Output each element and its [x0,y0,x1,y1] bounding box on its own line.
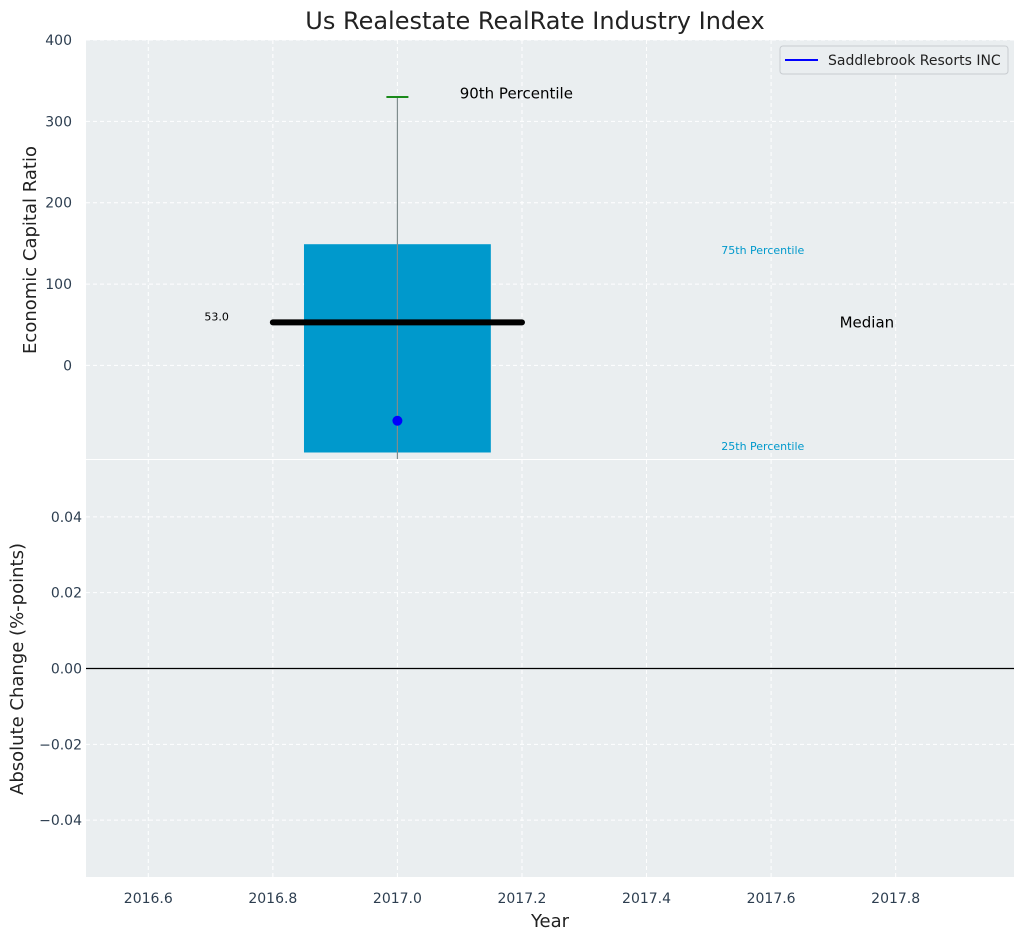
company-point [392,415,403,426]
x-ticks: 2016.6 2016.8 2017.0 2017.2 2017.4 2017.6 2017… [124,891,920,907]
p90-annotation: 90th Percentile [460,85,573,103]
top-y-tick-label: 300 [45,114,72,130]
bottom-y-axis-label: Absolute Change (%-points) [7,543,28,795]
bottom-y-tick-label: 0.04 [51,510,82,526]
top-y-axis-label: Economic Capital Ratio [20,146,41,354]
x-tick-label: 2017.6 [747,891,796,907]
bottom-y-tick-label: 0.02 [51,586,82,602]
p25-annotation: 25th Percentile [721,440,804,453]
x-tick-label: 2016.6 [124,891,173,907]
bottom-y-ticks: −0.04 −0.02 0.00 0.02 0.04 [39,510,82,829]
x-tick-label: 2017.4 [622,891,671,907]
legend-box [779,45,1009,75]
x-tick-label: 2017.0 [373,891,422,907]
bottom-y-tick-label: 0.00 [51,662,82,678]
top-y-tick-label: 200 [45,196,72,212]
legend: Saddlebrook Resorts INC [779,45,1009,75]
top-y-tick-label: 0 [63,358,72,374]
chart-title: Us Realestate RealRate Industry Index [305,7,764,35]
top-grid [86,39,1014,459]
bottom-y-tick-label: −0.04 [39,813,82,829]
bottom-y-tick-label: −0.02 [39,737,82,753]
x-tick-label: 2017.8 [871,891,920,907]
median-annotation: Median [840,313,895,331]
legend-entry: Saddlebrook Resorts INC [828,53,1001,69]
top-y-tick-label: 400 [45,33,72,49]
top-plot-area [86,40,1014,459]
x-axis-label: Year [530,911,570,932]
p75-annotation: 75th Percentile [721,244,804,257]
x-tick-label: 2016.8 [248,891,297,907]
top-y-tick-label: 100 [45,277,72,293]
top-panel-content: 90th Percentile 75th Percentile Median 25th… [204,85,894,459]
top-y-ticks: 0 100 200 300 400 [45,33,72,374]
median-value-label: 53.0 [204,311,229,324]
x-tick-label: 2017.2 [497,891,546,907]
